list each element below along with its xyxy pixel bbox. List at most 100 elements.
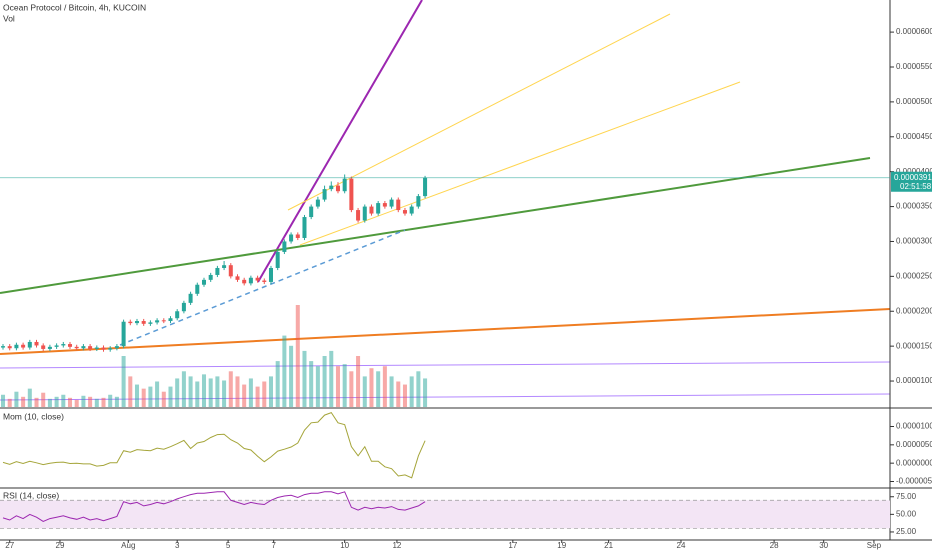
volume-bar [349, 371, 354, 407]
candle-body [409, 206, 414, 214]
y-tick-label: 0.00006000 [896, 27, 932, 36]
candle-body [148, 322, 153, 324]
volume-bar [222, 380, 227, 407]
volume-bar [21, 396, 26, 407]
x-tick-label: 21 [604, 541, 613, 550]
volume-bar [262, 381, 267, 407]
candle-body [128, 321, 133, 324]
volume-bar [134, 384, 140, 407]
volume-bar [14, 391, 19, 407]
volume-bar [235, 376, 240, 407]
candle-body [423, 177, 428, 197]
volume-bar [362, 376, 367, 407]
volume-bar [382, 366, 387, 407]
volume-bar [88, 396, 93, 407]
rsi-band [0, 500, 890, 529]
volume-bar [369, 368, 374, 407]
candle-body [155, 320, 160, 323]
candle-body [7, 346, 12, 349]
volume-bar [67, 397, 73, 407]
volume-bar [322, 356, 327, 407]
candle-body [81, 346, 86, 349]
volume-bar [289, 345, 294, 407]
last-price-label: 0.00003913 [894, 173, 932, 182]
candle-body [88, 346, 93, 349]
trend-line [119, 229, 406, 346]
y-tick-label: 0.00000000 [896, 458, 932, 467]
last-price-box [891, 171, 932, 192]
volume-bar [208, 378, 213, 407]
volume-bar [27, 388, 32, 407]
volume-bar [335, 366, 340, 407]
candle-body [382, 203, 387, 207]
candle-body [262, 280, 267, 282]
candle-body [302, 217, 307, 238]
x-tick-label: 30 [819, 541, 828, 550]
candle-body [101, 347, 106, 350]
x-tick-label: Aug [121, 541, 135, 550]
volume-bar [121, 356, 126, 407]
volume-bar [248, 378, 253, 407]
candle-body [275, 251, 280, 268]
volume-bar [61, 394, 66, 407]
candle-body [34, 341, 39, 346]
volume-bar [1, 394, 6, 407]
volume-bar [423, 378, 428, 407]
volume-bar [141, 388, 146, 407]
x-tick-label: 28 [770, 541, 779, 550]
x-tick-label: 10 [340, 541, 349, 550]
volume-bar [268, 376, 273, 407]
volume-bar [175, 378, 180, 407]
volume-bar [201, 374, 207, 407]
trend-line [0, 157, 871, 294]
indicator-line [2, 491, 426, 522]
candle-body [376, 203, 381, 214]
candle-body [161, 320, 166, 322]
candle-body [268, 267, 273, 282]
candle-body [228, 265, 233, 277]
candle-body [335, 185, 340, 192]
volume-bar [376, 371, 381, 407]
candle-body [175, 311, 180, 319]
candle-body [235, 276, 240, 280]
volume-bar [329, 350, 334, 407]
candle-body [67, 344, 73, 347]
volume-bar [402, 384, 407, 407]
volume-bar [47, 398, 52, 407]
candle-body [54, 345, 59, 347]
candle-body [14, 344, 19, 349]
candle-body [309, 206, 314, 218]
indicator-label: RSI (14, close) [3, 490, 59, 500]
level-line [0, 361, 891, 369]
candle-body [248, 277, 253, 284]
candle-body [215, 267, 220, 275]
volume-bar [416, 371, 421, 407]
x-tick-label: 29 [56, 541, 65, 550]
candle-body [114, 346, 119, 349]
candle-body [389, 199, 394, 207]
volume-bar [195, 381, 200, 407]
volume-bar [275, 361, 280, 407]
y-tick-label: 75.00 [896, 492, 917, 501]
volume-bar [242, 384, 247, 407]
volume-bar [148, 386, 153, 407]
x-tick-label: 5 [226, 541, 231, 550]
volume-bar [181, 371, 186, 407]
x-tick-label: 7 [271, 541, 276, 550]
candle-body [141, 321, 146, 324]
x-tick-label: 24 [677, 541, 686, 550]
volume-bar [215, 376, 220, 407]
y-tick-label: 25.00 [896, 527, 917, 536]
candle-body [356, 210, 361, 221]
candle-body [416, 196, 421, 207]
candle-body [329, 185, 334, 190]
volume-bar [74, 399, 79, 407]
